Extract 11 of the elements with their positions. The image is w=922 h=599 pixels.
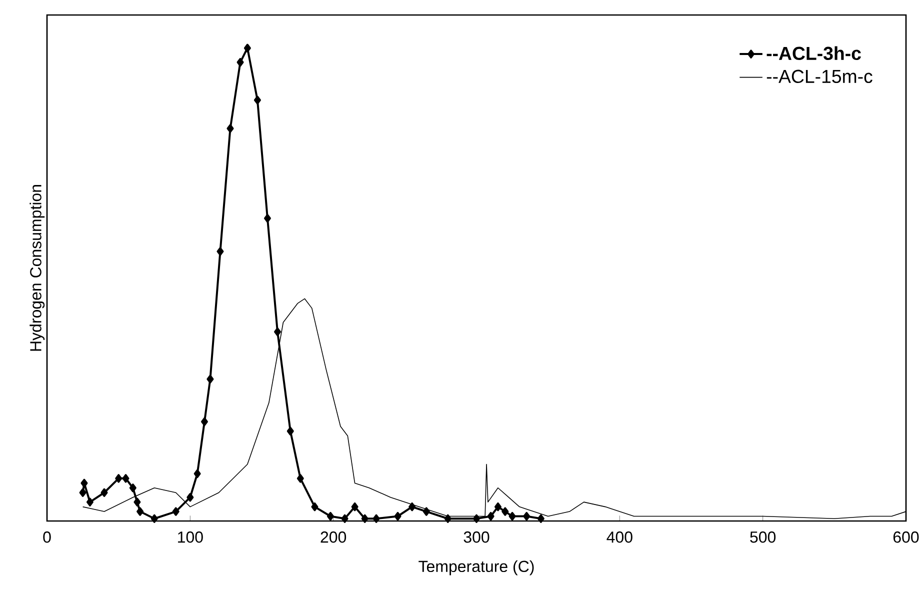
- x-tick-label: 600: [893, 531, 919, 543]
- legend-label: --ACL-3h-c: [766, 46, 861, 60]
- x-tick-label: 400: [606, 531, 632, 543]
- x-tick-label: 200: [320, 531, 346, 543]
- x-axis-title: Temperature (C): [418, 560, 534, 576]
- x-tick-label: 100: [178, 531, 203, 543]
- x-tick-label: 300: [464, 531, 490, 543]
- x-tick-label: 0: [43, 531, 51, 543]
- legend-label: --ACL-15m-c: [766, 70, 872, 84]
- y-axis-title: Hydrogen Consumption: [30, 185, 45, 351]
- x-tick-label: 500: [750, 531, 776, 543]
